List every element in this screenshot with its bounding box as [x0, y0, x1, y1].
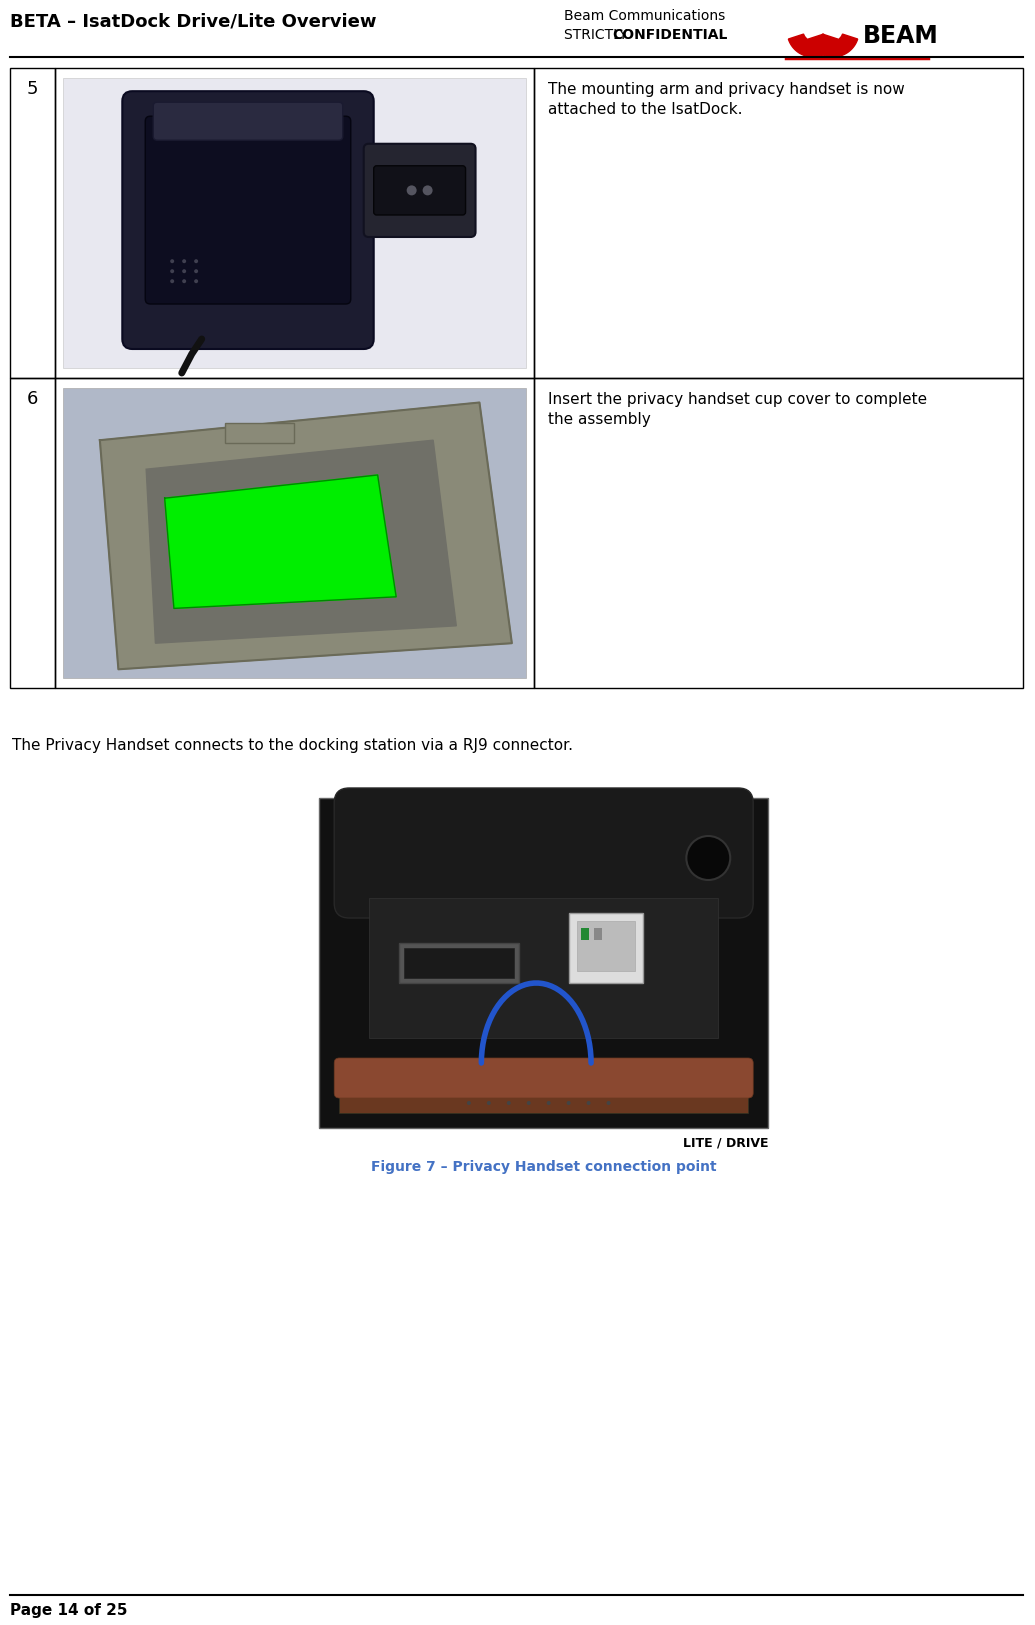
Circle shape — [527, 1102, 531, 1105]
FancyBboxPatch shape — [122, 91, 374, 349]
FancyBboxPatch shape — [153, 102, 343, 140]
Text: Figure 7 – Privacy Handset connection point: Figure 7 – Privacy Handset connection po… — [371, 1160, 716, 1173]
Text: 6: 6 — [27, 390, 38, 408]
Circle shape — [467, 1102, 471, 1105]
FancyBboxPatch shape — [363, 143, 475, 237]
Circle shape — [170, 270, 174, 273]
Circle shape — [686, 835, 731, 881]
Bar — [369, 899, 718, 1038]
FancyBboxPatch shape — [145, 117, 351, 304]
Text: The mounting arm and privacy handset is now
attached to the IsatDock.: The mounting arm and privacy handset is … — [548, 81, 905, 117]
Text: LITE / DRIVE: LITE / DRIVE — [683, 1136, 768, 1149]
Circle shape — [195, 260, 198, 263]
Bar — [594, 928, 601, 939]
Bar — [576, 921, 635, 972]
Text: Insert the privacy handset cup cover to complete
the assembly: Insert the privacy handset cup cover to … — [548, 392, 926, 427]
FancyBboxPatch shape — [374, 166, 466, 215]
Bar — [225, 422, 294, 444]
Circle shape — [566, 1102, 570, 1105]
Bar — [63, 78, 526, 367]
Polygon shape — [165, 474, 396, 608]
Bar — [568, 913, 644, 983]
Bar — [581, 928, 589, 939]
Text: 5: 5 — [27, 80, 38, 98]
FancyBboxPatch shape — [334, 788, 753, 918]
Bar — [10, 379, 55, 687]
Circle shape — [170, 260, 174, 263]
Text: BETA – IsatDock Drive/Lite Overview: BETA – IsatDock Drive/Lite Overview — [10, 13, 377, 31]
Circle shape — [407, 185, 417, 195]
Circle shape — [195, 270, 198, 273]
Bar — [10, 68, 55, 379]
Bar — [339, 1072, 748, 1113]
Circle shape — [607, 1102, 611, 1105]
Text: STRICTLY: STRICTLY — [564, 28, 631, 42]
Bar — [400, 942, 519, 983]
Circle shape — [182, 270, 186, 273]
Bar — [534, 68, 1023, 379]
Polygon shape — [808, 34, 858, 57]
FancyBboxPatch shape — [334, 1058, 753, 1098]
Bar — [63, 388, 526, 678]
Bar — [534, 379, 1023, 687]
Text: BEAM: BEAM — [863, 24, 939, 49]
Bar — [404, 947, 513, 978]
Bar — [319, 798, 768, 1128]
Bar — [55, 379, 534, 687]
Polygon shape — [146, 440, 456, 644]
Circle shape — [182, 280, 186, 283]
Polygon shape — [100, 403, 512, 670]
Circle shape — [170, 280, 174, 283]
Polygon shape — [789, 34, 837, 57]
Text: Page 14 of 25: Page 14 of 25 — [10, 1602, 127, 1618]
Circle shape — [195, 280, 198, 283]
Circle shape — [486, 1102, 491, 1105]
Text: The Privacy Handset connects to the docking station via a RJ9 connector.: The Privacy Handset connects to the dock… — [12, 738, 573, 752]
Circle shape — [546, 1102, 551, 1105]
Circle shape — [507, 1102, 511, 1105]
Text: Beam Communications: Beam Communications — [564, 10, 724, 23]
Bar — [55, 68, 534, 379]
Circle shape — [587, 1102, 591, 1105]
Circle shape — [182, 260, 186, 263]
Text: CONFIDENTIAL: CONFIDENTIAL — [613, 28, 728, 42]
Circle shape — [422, 185, 433, 195]
